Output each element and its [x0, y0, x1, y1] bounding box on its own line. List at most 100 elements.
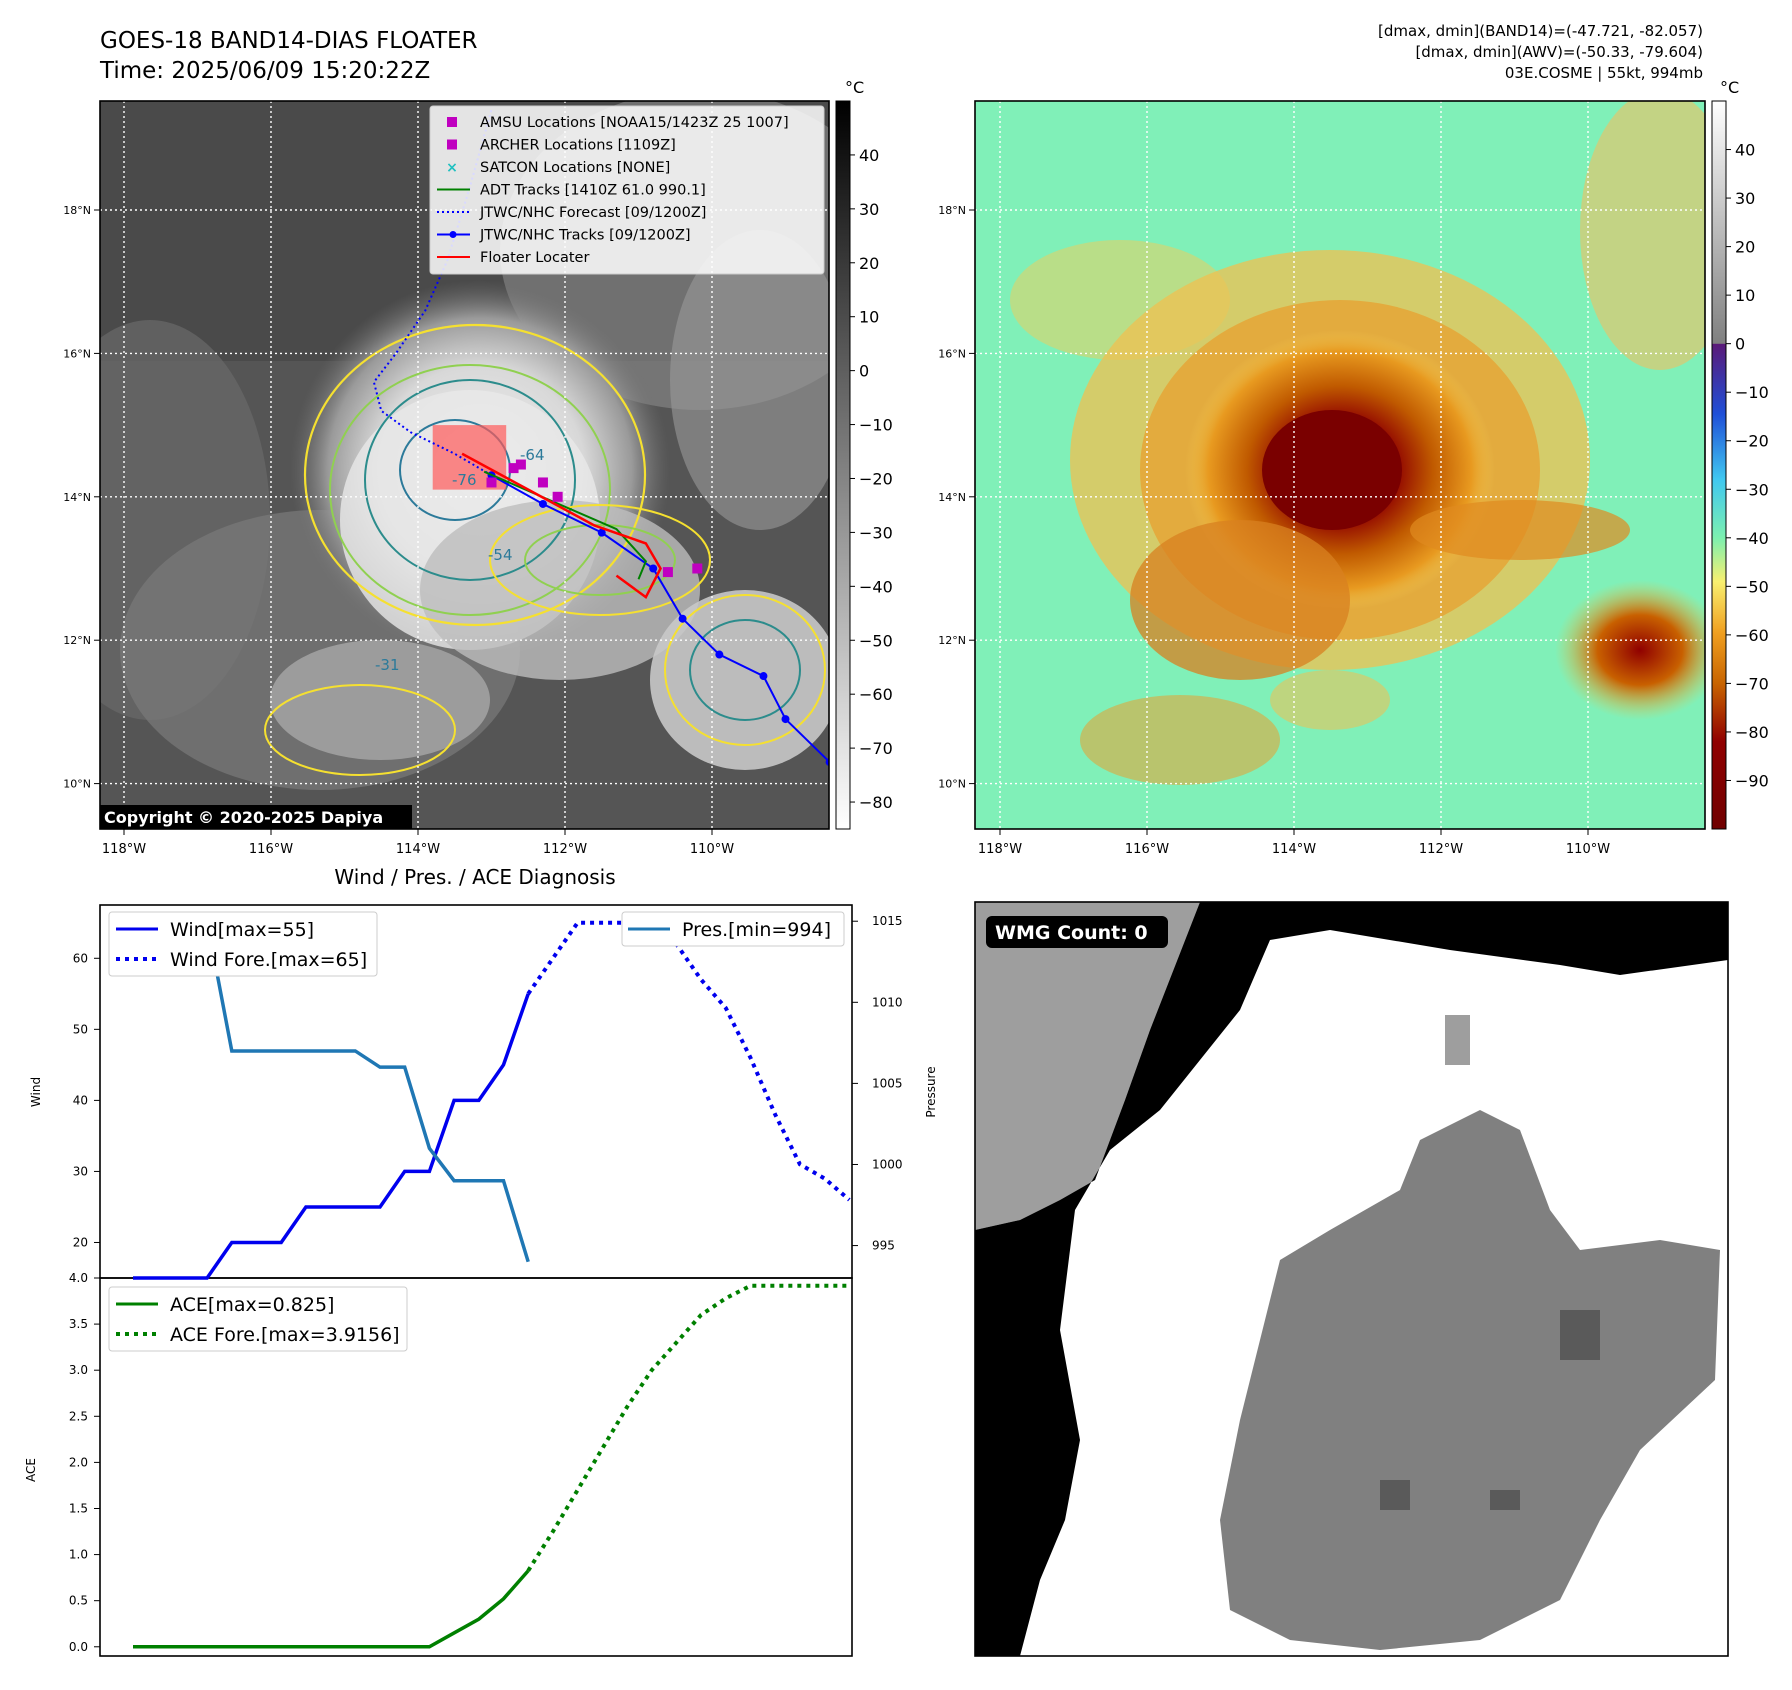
cb-tick-label: −70 — [1735, 674, 1769, 693]
cb-tick-label: 20 — [859, 254, 879, 273]
cb-tick-label: −30 — [1735, 480, 1769, 499]
info-awv: [dmax, dmin](AWV)=(-50.33, -79.604) — [1415, 43, 1703, 61]
legend-ace: ACE[max=0.825] — [170, 1294, 334, 1316]
cb-tick-label: 10 — [859, 308, 879, 327]
series-aceline — [133, 1569, 530, 1649]
ace-tick-label: 2.5 — [69, 1409, 88, 1423]
pressure-legend: Pres.[min=994] — [621, 911, 845, 947]
awv-image — [975, 101, 1705, 829]
series-ace-fore-line — [526, 1283, 850, 1572]
cb-tick-label: 30 — [859, 200, 879, 219]
ir-legend-item: Floater Locater — [437, 250, 589, 266]
legend-square-icon — [447, 139, 457, 150]
wind-tick-label: 30 — [73, 1164, 88, 1178]
cb-tick-label: −90 — [1735, 771, 1769, 790]
jtwc-track-point — [538, 499, 547, 508]
legend-label: ARCHER Locations [1109Z] — [480, 138, 676, 154]
legend-wind-forecast: Wind Fore.[max=65] — [170, 949, 367, 971]
cb-tick-label: −30 — [859, 523, 893, 542]
cb-tick-label: −10 — [859, 416, 893, 435]
cb-tick-label: −50 — [859, 631, 893, 650]
ir-legend-item: AMSU Locations [NOAA15/1423Z 25 1007] — [447, 115, 789, 131]
ir-axis-ticks: 118°W 116°W 114°W 112°W 110°W 18°N 16°N 14°N 12°… — [63, 204, 734, 857]
ir-legend-item: ARCHER Locations [1109Z] — [447, 138, 676, 154]
diagnosis-panel: Wind / Pres. / ACE Diagnosis 20 30 40 50 60 9… — [24, 865, 938, 1657]
jtwc-track-point — [649, 564, 658, 573]
legend-label: SATCON Locations [NONE] — [480, 160, 670, 176]
ace-tick-label: 2.0 — [69, 1455, 88, 1469]
legend-pressure: Pres.[min=994] — [682, 919, 831, 941]
ir-colorbar — [835, 100, 851, 830]
cb-tick-label: −10 — [1735, 383, 1769, 402]
info-storm: 03E.COSME | 55kt, 994mb — [1504, 64, 1703, 82]
pressure-tick-label: 995 — [872, 1239, 895, 1253]
contour-label: -76 — [452, 471, 477, 489]
pressure-axis-label: Pressure — [924, 1066, 938, 1117]
copyright-text: Copyright © 2020-2025 Dapiya — [104, 808, 383, 827]
ace-axis-label: ACE — [24, 1458, 38, 1482]
wmg-image — [975, 902, 1728, 1656]
cb-tick-label: 0 — [859, 362, 869, 381]
jtwc-forecast-track — [372, 109, 493, 477]
wind-tick-label: 40 — [73, 1093, 88, 1107]
legend-x-icon: × — [446, 160, 458, 176]
jtwc-track-point — [715, 650, 724, 659]
pressure-tick-label: 1010 — [872, 995, 903, 1009]
figure-time: Time: 2025/06/09 15:20:22Z — [100, 58, 431, 84]
lat-tick-label: 16°N — [63, 347, 91, 360]
lon-tick-label: 114°W — [1272, 842, 1316, 857]
ace-tick-label: 0.5 — [69, 1594, 88, 1608]
lat-tick-label: 10°N — [63, 778, 91, 791]
ace-chart: 0.0 0.5 1.0 1.5 2.0 2.5 3.0 3.5 4.0 — [69, 1271, 850, 1654]
pressure-tick-label: 1005 — [872, 1076, 903, 1090]
ace-tick-label: 1.5 — [69, 1501, 88, 1515]
amsu-location-marker — [662, 567, 673, 578]
contour-label: -54 — [488, 546, 513, 564]
amsu-location-marker — [537, 477, 548, 488]
ir-legend: AMSU Locations [NOAA15/1423Z 25 1007] ARC… — [429, 105, 825, 275]
wind-tick-label: 50 — [73, 1022, 88, 1036]
lon-tick-label: 118°W — [102, 842, 146, 857]
lon-tick-label: 116°W — [249, 842, 293, 857]
legend-label: ADT Tracks [1410Z 61.0 990.1] — [480, 183, 706, 199]
ace-tick-label: 4.0 — [69, 1271, 88, 1285]
cb-tick-label: −40 — [1735, 529, 1769, 548]
lat-tick-label: 12°N — [63, 634, 91, 647]
legend-label: AMSU Locations [NOAA15/1423Z 25 1007] — [480, 115, 789, 131]
awv-colorbar-ticks: 40 30 20 10 0 −10 −20 −30 −40 −50 −60 −70 −80 −90 — [1726, 141, 1769, 790]
wind-axis-label: Wind — [29, 1077, 43, 1107]
ace-tick-label: 3.5 — [69, 1317, 88, 1331]
floater-locater-track — [461, 452, 662, 600]
cb-tick-label: −80 — [859, 793, 893, 812]
cb-tick-label: −40 — [859, 577, 893, 596]
lat-tick-label: 10°N — [938, 778, 966, 791]
legend-label: JTWC/NHC Tracks [09/1200Z] — [479, 228, 691, 244]
diagnosis-title: Wind / Pres. / ACE Diagnosis — [334, 865, 615, 889]
cb-tick-label: −60 — [859, 685, 893, 704]
legend-square-icon — [447, 117, 457, 127]
awv-panel: 118°W 116°W 114°W 112°W 110°W 18°N 16°N 14°N 12°… — [938, 78, 1769, 857]
ir-colorbar-unit: °C — [845, 78, 864, 97]
cb-tick-label: 10 — [1735, 286, 1755, 305]
lon-tick-label: 114°W — [396, 842, 440, 857]
legend-label: Floater Locater — [480, 250, 589, 266]
cb-tick-label: −20 — [1735, 432, 1769, 451]
cb-tick-label: 40 — [859, 146, 879, 165]
wind-tick-label: 60 — [73, 951, 88, 965]
ir-legend-item: ADT Tracks [1410Z 61.0 990.1] — [437, 183, 706, 199]
cb-tick-label: −20 — [859, 469, 893, 488]
lat-tick-label: 12°N — [938, 634, 966, 647]
lon-tick-label: 110°W — [690, 842, 734, 857]
ir-panel: -76 -64 -54 -31 118°W 116°W 114°W 112°W 110°W 18… — [63, 78, 893, 857]
ir-track-overlay — [372, 109, 829, 767]
legend-wind: Wind[max=55] — [170, 919, 314, 941]
amsu-location-marker — [515, 459, 526, 470]
cb-tick-label: 30 — [1735, 189, 1755, 208]
legend-dot-icon — [449, 231, 457, 238]
contour-label: -31 — [375, 656, 400, 674]
jtwc-track-point — [597, 528, 606, 537]
contour-label: -64 — [520, 446, 545, 464]
ir-legend-item: × SATCON Locations [NONE] — [446, 160, 670, 176]
series-windline — [133, 993, 530, 1280]
ace-legend: ACE[max=0.825] ACE Fore.[max=3.9156] — [108, 1286, 408, 1352]
